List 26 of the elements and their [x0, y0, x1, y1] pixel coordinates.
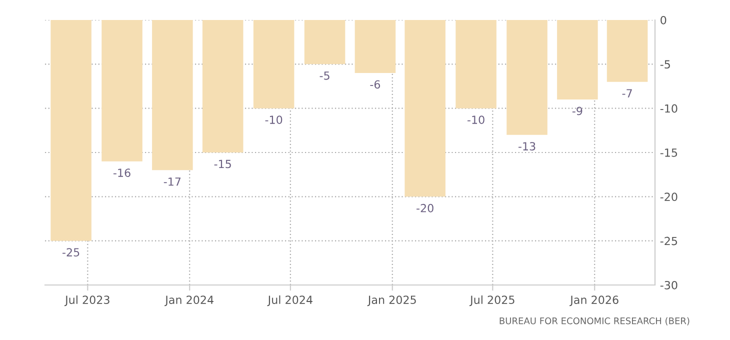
- y-tick-label: -20: [660, 192, 678, 202]
- y-tick-label: 0: [660, 16, 666, 24]
- data-label: -7: [622, 89, 632, 98]
- y-tick-label: -15: [660, 148, 678, 157]
- y-tick-label: -30: [660, 280, 678, 290]
- data-label: -10: [265, 116, 282, 124]
- data-label: -10: [468, 116, 484, 124]
- data-label: -20: [416, 204, 434, 212]
- x-tick-label: Jan 2024: [164, 296, 214, 306]
- data-label: -5: [320, 72, 330, 80]
- data-label: -6: [370, 80, 380, 89]
- data-label: -25: [62, 248, 80, 256]
- x-tick-label: Jan 2026: [570, 296, 618, 306]
- x-tick-label: Jul 2025: [469, 295, 514, 306]
- x-tick-label: Jul 2023: [64, 295, 110, 306]
- y-tick-label: -5: [660, 60, 670, 69]
- x-tick-label: Jan 2025: [367, 296, 416, 306]
- y-tick-label: -10: [660, 104, 678, 113]
- data-label: -15: [214, 160, 231, 168]
- x-tick-label: Jul 2024: [267, 295, 312, 306]
- data-label: -9: [572, 106, 582, 116]
- data-label: -16: [113, 168, 130, 177]
- text: BUREAU FOR ECONOMIC RESEARCH (BER): [500, 317, 690, 326]
- y-tick-label: -25: [660, 236, 678, 246]
- data-label: -17: [164, 178, 181, 186]
- data-label: -13: [518, 142, 536, 150]
